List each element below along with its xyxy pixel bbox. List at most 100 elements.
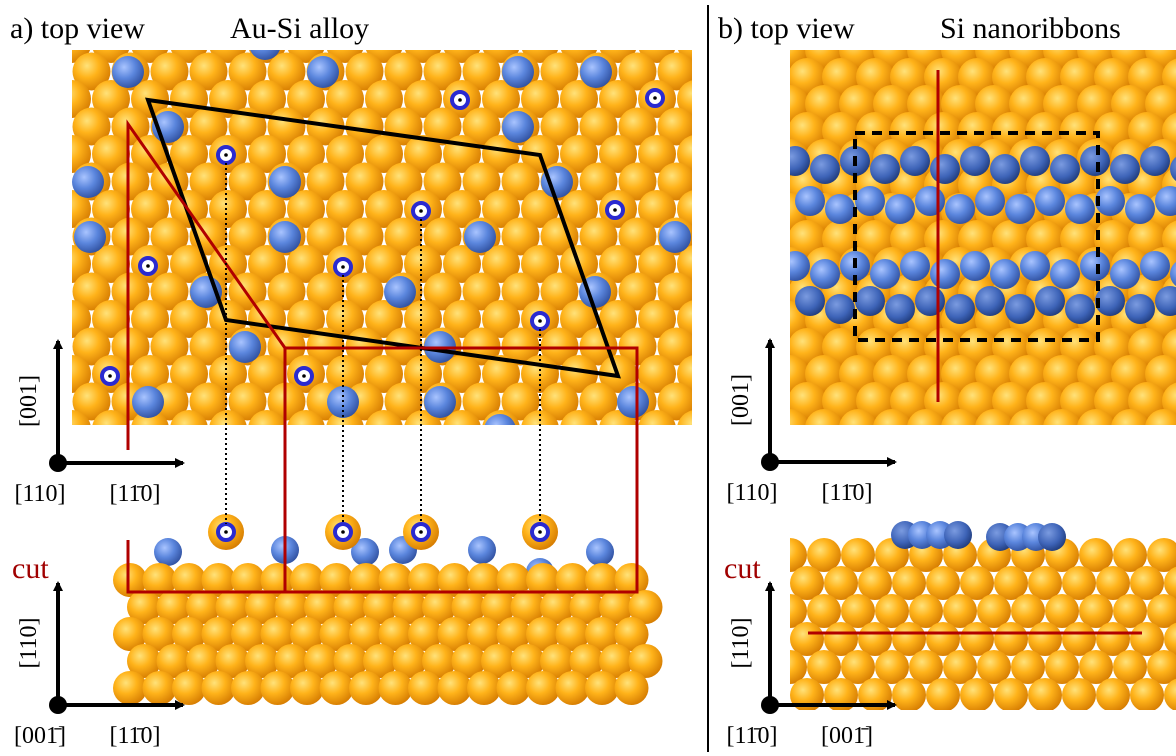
atom <box>870 259 900 289</box>
atom <box>755 245 793 283</box>
atom <box>990 259 1020 289</box>
figure: [001][110][11̄0][110][001̄][11̄0][001][1… <box>0 0 1176 756</box>
atom <box>269 221 301 253</box>
top-view-b <box>771 31 1176 447</box>
atom <box>34 53 72 91</box>
axis-origin <box>761 696 779 714</box>
atom <box>907 409 945 447</box>
atom <box>560 410 598 448</box>
atom <box>780 146 810 176</box>
atom <box>930 259 960 289</box>
atom <box>945 294 975 324</box>
atom <box>143 671 177 705</box>
atom <box>1050 154 1080 184</box>
atom <box>1111 409 1149 447</box>
atom <box>870 154 900 184</box>
atom <box>975 186 1005 216</box>
atom <box>170 410 208 448</box>
atom <box>34 163 72 201</box>
atom <box>1020 146 1050 176</box>
atom <box>1080 251 1110 281</box>
atom <box>659 221 691 253</box>
axis-label: [110] <box>16 617 42 668</box>
atom <box>1035 286 1065 316</box>
atom <box>1080 146 1110 176</box>
atom <box>231 671 265 705</box>
atom <box>307 56 339 88</box>
atom <box>484 414 516 446</box>
atom <box>190 438 228 476</box>
atom <box>468 536 496 564</box>
atom <box>795 286 825 316</box>
atom <box>1050 259 1080 289</box>
axis-origin <box>49 696 67 714</box>
atom <box>585 671 619 705</box>
atom <box>132 386 164 418</box>
atom <box>975 409 1013 447</box>
atom <box>34 218 72 256</box>
atom <box>755 300 793 338</box>
atom <box>379 671 413 705</box>
marker-dot <box>419 530 423 534</box>
atom <box>209 410 247 448</box>
atom <box>658 438 696 476</box>
atom <box>408 671 442 705</box>
atom <box>736 328 774 366</box>
atom <box>1028 678 1062 712</box>
marker-dot <box>108 374 112 378</box>
atom <box>202 671 236 705</box>
atom <box>697 163 735 201</box>
atom <box>771 409 809 447</box>
atom <box>346 438 384 476</box>
axis-label: [001̄] <box>14 723 66 749</box>
atom <box>365 410 403 448</box>
atom <box>825 194 855 224</box>
atom <box>497 671 531 705</box>
atom <box>780 251 810 281</box>
atom <box>580 438 618 476</box>
marker-dot <box>146 264 150 268</box>
marker-dot <box>341 530 345 534</box>
marker-dot <box>613 208 617 212</box>
atom <box>810 259 840 289</box>
atom <box>1035 186 1065 216</box>
atom <box>915 186 945 216</box>
marker-dot <box>302 374 306 378</box>
atom <box>1077 409 1115 447</box>
marker-dot <box>224 153 228 157</box>
atom <box>839 409 877 447</box>
atom <box>1065 294 1095 324</box>
atom <box>755 80 793 118</box>
atom <box>586 538 614 566</box>
atom <box>72 166 104 198</box>
atom <box>755 135 793 173</box>
atom <box>755 190 793 228</box>
atom <box>960 146 990 176</box>
axis-label: [001] <box>728 374 754 426</box>
atom <box>1110 154 1140 184</box>
atom <box>617 386 649 418</box>
atom <box>463 438 501 476</box>
atom <box>975 286 1005 316</box>
atom <box>885 294 915 324</box>
atom <box>945 194 975 224</box>
atom <box>716 135 754 173</box>
atom <box>1062 678 1096 712</box>
atom <box>810 154 840 184</box>
atom <box>892 678 926 712</box>
side-view-a <box>113 514 663 705</box>
atom <box>1140 146 1170 176</box>
atom <box>855 186 885 216</box>
axis-label: [110] <box>726 480 777 506</box>
atom <box>1130 678 1164 712</box>
atom <box>320 671 354 705</box>
atom <box>349 671 383 705</box>
atom <box>229 438 267 476</box>
atom <box>873 409 911 447</box>
atom <box>638 410 676 448</box>
atom <box>307 438 345 476</box>
atom <box>736 108 774 146</box>
cut-label: cut <box>12 552 49 585</box>
atom <box>1065 194 1095 224</box>
atom <box>930 154 960 184</box>
